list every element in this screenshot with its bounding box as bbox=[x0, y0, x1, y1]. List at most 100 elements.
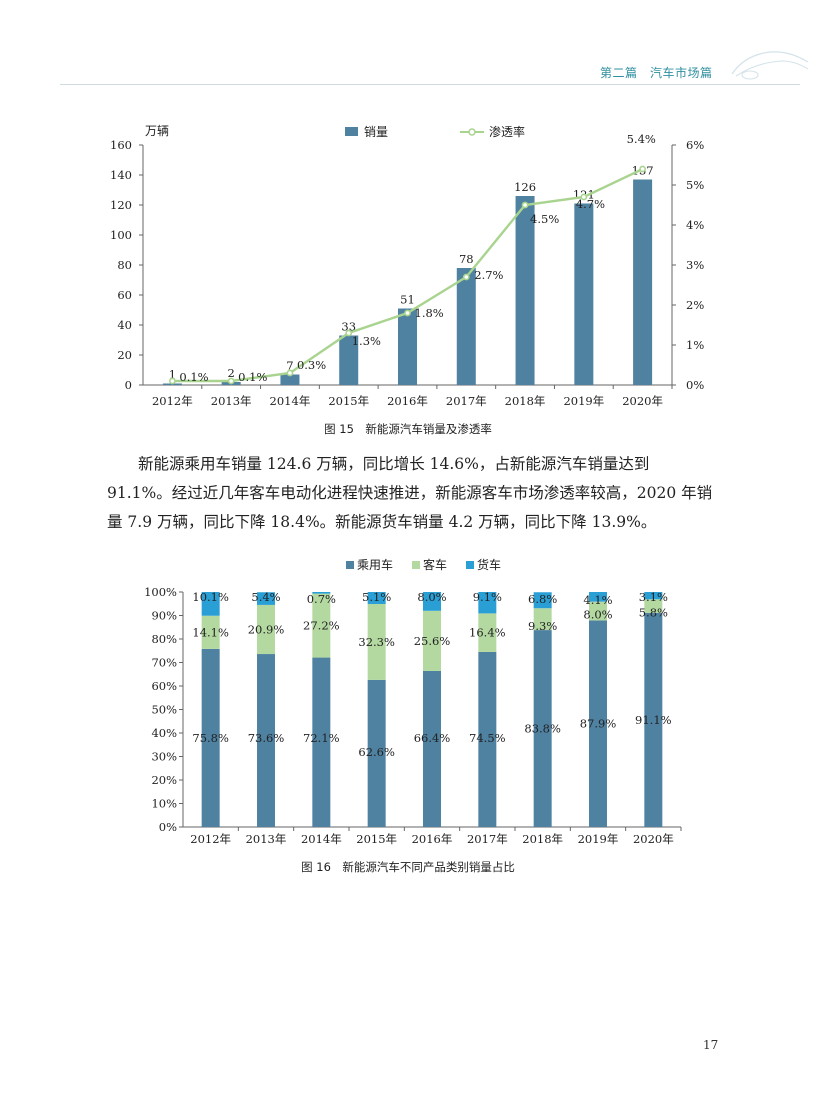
x-tick-label: 2014年 bbox=[301, 832, 342, 846]
bar-data-label: 78 bbox=[459, 252, 474, 266]
x-tick-label: 2020年 bbox=[633, 832, 674, 846]
stack-segment-1 bbox=[423, 610, 441, 671]
bar bbox=[398, 308, 417, 385]
line-point bbox=[521, 201, 529, 209]
y-tick-label: 20% bbox=[151, 773, 177, 787]
segment-data-label: 27.2% bbox=[303, 619, 340, 633]
legend-label: 客车 bbox=[423, 557, 447, 572]
x-tick-label: 2016年 bbox=[387, 394, 428, 408]
y-tick-label: 60% bbox=[151, 679, 177, 693]
segment-data-label: 5.4% bbox=[251, 590, 280, 604]
y2-tick-label: 0% bbox=[686, 378, 704, 392]
y-tick-label: 80 bbox=[117, 258, 132, 272]
y-tick-label: 70% bbox=[151, 656, 177, 670]
stack-segment-1 bbox=[644, 599, 663, 613]
segment-data-label: 5.8% bbox=[639, 605, 668, 619]
y-axis-title: 万辆 bbox=[145, 124, 169, 138]
y2-tick-label: 6% bbox=[686, 138, 704, 152]
stack-segment-0 bbox=[312, 657, 331, 827]
x-tick-label: 2013年 bbox=[211, 394, 252, 408]
bar-data-label: 51 bbox=[400, 293, 415, 307]
segment-data-label: 10.1% bbox=[192, 590, 229, 604]
page-number: 17 bbox=[703, 1038, 719, 1052]
segment-data-label: 62.6% bbox=[358, 745, 395, 759]
x-tick-label: 2020年 bbox=[622, 394, 663, 408]
x-tick-label: 2018年 bbox=[522, 832, 563, 846]
stack-segment-0 bbox=[533, 630, 552, 827]
stack-segment-2 bbox=[478, 592, 497, 614]
stack-segment-2 bbox=[367, 592, 386, 604]
legend-swatch bbox=[412, 561, 420, 569]
line-point bbox=[580, 193, 588, 201]
y-tick-label: 90% bbox=[151, 609, 177, 623]
car-outline-icon bbox=[731, 51, 809, 80]
y2-tick-label: 1% bbox=[686, 338, 704, 352]
legend-swatch bbox=[346, 561, 354, 569]
line-point bbox=[404, 309, 411, 317]
y-tick-label: 80% bbox=[151, 632, 177, 646]
segment-data-label: 66.4% bbox=[414, 731, 451, 745]
stack-segment-2 bbox=[312, 592, 331, 594]
segment-data-label: 91.1% bbox=[635, 713, 672, 727]
y-tick-label: 20 bbox=[117, 348, 132, 362]
bar bbox=[339, 335, 359, 385]
segment-data-label: 0.7% bbox=[307, 592, 336, 606]
legend-label-sales: 销量 bbox=[364, 125, 388, 139]
y-tick-label: 40% bbox=[151, 726, 177, 740]
line-data-label: 1.3% bbox=[352, 334, 381, 348]
y-tick-label: 50% bbox=[151, 703, 177, 717]
header-section-title: 第二篇 汽车市场篇 bbox=[600, 66, 713, 80]
bar bbox=[456, 268, 476, 385]
x-tick-label: 2014年 bbox=[270, 394, 311, 408]
stack-segment-0 bbox=[257, 654, 275, 827]
stack-segment-0 bbox=[201, 648, 220, 827]
y-tick-label: 60 bbox=[117, 288, 132, 302]
y-tick-label: 0% bbox=[159, 820, 177, 834]
y-tick-label: 140 bbox=[110, 168, 132, 182]
stack-segment-2 bbox=[589, 592, 607, 602]
stack-segment-1 bbox=[257, 604, 275, 655]
y-tick-label: 30% bbox=[151, 750, 177, 764]
segment-data-label: 14.1% bbox=[192, 625, 229, 639]
segment-data-label: 87.9% bbox=[580, 717, 617, 731]
segment-data-label: 4.1% bbox=[583, 593, 612, 607]
stack-segment-2 bbox=[533, 592, 552, 609]
y-tick-label: 100% bbox=[144, 585, 177, 599]
legend-label: 乘用车 bbox=[357, 557, 393, 572]
x-tick-label: 2015年 bbox=[328, 394, 369, 408]
x-tick-label: 2012年 bbox=[152, 394, 193, 408]
line-data-label: 1.8% bbox=[415, 306, 444, 320]
x-tick-label: 2015年 bbox=[356, 832, 397, 846]
line-point bbox=[286, 369, 294, 377]
line-point bbox=[168, 377, 176, 385]
x-tick-label: 2017年 bbox=[446, 394, 487, 408]
header-divider bbox=[60, 84, 800, 85]
bar bbox=[574, 203, 594, 385]
segment-data-label: 25.6% bbox=[414, 634, 451, 648]
stack-segment-0 bbox=[644, 612, 663, 827]
y-tick-label: 40 bbox=[117, 318, 132, 332]
segment-data-label: 72.1% bbox=[303, 731, 340, 745]
segment-data-label: 8.0% bbox=[417, 590, 446, 604]
x-tick-label: 2012年 bbox=[190, 832, 231, 846]
line-data-label: 4.7% bbox=[576, 197, 605, 211]
line-data-label: 2.7% bbox=[474, 268, 503, 282]
line-point bbox=[227, 377, 235, 385]
x-tick-label: 2016年 bbox=[412, 832, 453, 846]
legend-label-penetration: 渗透率 bbox=[489, 124, 525, 139]
line-point bbox=[345, 329, 353, 337]
segment-data-label: 6.8% bbox=[528, 592, 557, 606]
legend-label: 货车 bbox=[477, 557, 501, 572]
legend-swatch bbox=[466, 561, 474, 569]
x-tick-label: 2019年 bbox=[563, 394, 604, 408]
body-paragraph: 新能源乘用车销量 124.6 万辆，同比增长 14.6%，占新能源汽车销量达到 … bbox=[107, 455, 713, 531]
stack-segment-1 bbox=[367, 603, 386, 680]
y-tick-label: 0 bbox=[125, 378, 132, 392]
bar-data-label: 126 bbox=[514, 180, 536, 194]
y-tick-label: 160 bbox=[110, 138, 132, 152]
line-point bbox=[462, 273, 470, 281]
legend-marker-penetration bbox=[468, 128, 476, 136]
figure15-chart: 0 20 40 60 80 100 120 140 160 0% 1% 2% 3% 4% 5% 6% 万辆 201… bbox=[110, 124, 704, 408]
stack-segment-1 bbox=[478, 613, 497, 652]
stack-segment-1 bbox=[201, 615, 220, 649]
